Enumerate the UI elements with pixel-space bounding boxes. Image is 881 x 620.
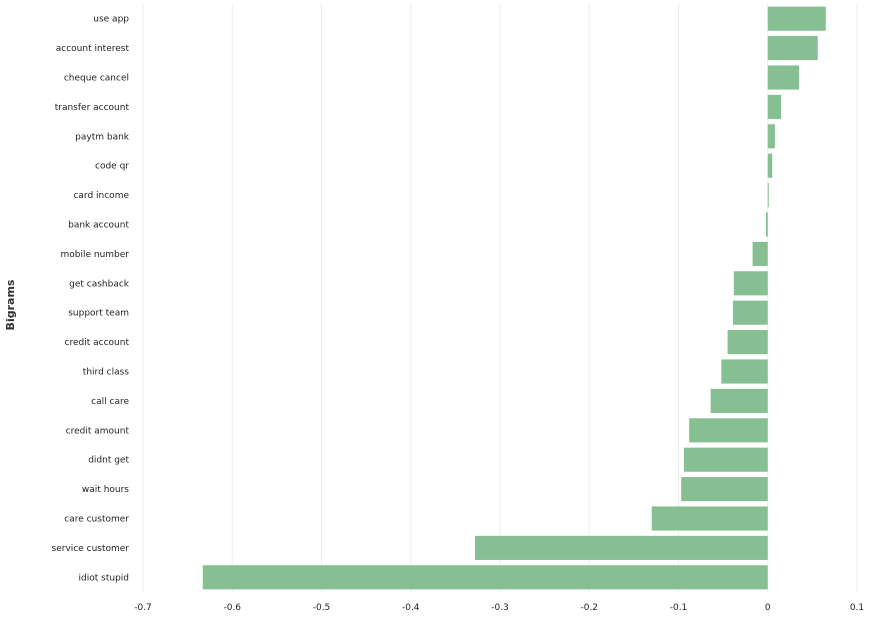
bar xyxy=(765,212,768,237)
x-tick-label: -0.2 xyxy=(580,603,598,613)
x-tick-label: -0.7 xyxy=(134,603,152,613)
category-label: code qr xyxy=(95,162,129,172)
category-label: service customer xyxy=(52,544,130,554)
x-tick-label: -0.1 xyxy=(670,603,688,613)
bar xyxy=(689,418,768,443)
bar xyxy=(752,241,768,266)
bar xyxy=(767,36,818,61)
x-tick-label: -0.5 xyxy=(313,603,331,613)
category-label: account interest xyxy=(56,44,130,54)
grid-lines xyxy=(142,4,858,592)
category-label: bank account xyxy=(68,221,129,231)
bar xyxy=(681,477,768,502)
bars xyxy=(202,6,826,590)
x-tick-label: -0.3 xyxy=(491,603,509,613)
x-tick-label: -0.4 xyxy=(402,603,420,613)
x-tick-label: 0 xyxy=(765,603,771,613)
category-label: didnt get xyxy=(88,456,129,466)
x-tick-label: 0.1 xyxy=(850,603,864,613)
bar xyxy=(710,388,768,413)
category-label: cheque cancel xyxy=(64,74,129,84)
bar xyxy=(767,65,799,90)
bar xyxy=(733,271,768,296)
category-label: get cashback xyxy=(69,279,130,289)
bar xyxy=(767,6,826,31)
category-label: credit account xyxy=(65,338,130,348)
category-label: wait hours xyxy=(82,485,129,495)
bar xyxy=(767,124,775,149)
category-labels: use app account interest cheque cancel tran… xyxy=(52,15,130,584)
category-label: idiot stupid xyxy=(79,573,129,583)
bar xyxy=(651,506,768,531)
bar xyxy=(475,535,768,560)
category-label: mobile number xyxy=(60,250,129,260)
bar xyxy=(767,183,769,208)
bar xyxy=(767,94,782,119)
category-label: paytm bank xyxy=(75,132,130,142)
category-label: support team xyxy=(68,309,129,319)
category-label: card income xyxy=(73,191,129,201)
bar xyxy=(732,300,768,325)
category-label: credit amount xyxy=(66,426,130,436)
category-label: third class xyxy=(83,368,130,378)
bar xyxy=(202,565,768,590)
bar xyxy=(727,330,768,355)
category-label: care customer xyxy=(64,515,129,525)
bar xyxy=(767,153,773,178)
bar xyxy=(683,447,768,472)
category-label: transfer account xyxy=(55,103,130,113)
x-tick-label: -0.6 xyxy=(223,603,241,613)
bar xyxy=(721,359,768,384)
y-axis-title: Bigrams xyxy=(4,279,17,330)
x-tick-labels: -0.7 -0.6 -0.5 -0.4 -0.3 -0.2 -0.1 0 0.1 xyxy=(134,603,864,613)
category-label: call care xyxy=(91,397,129,407)
category-label: use app xyxy=(93,15,129,25)
